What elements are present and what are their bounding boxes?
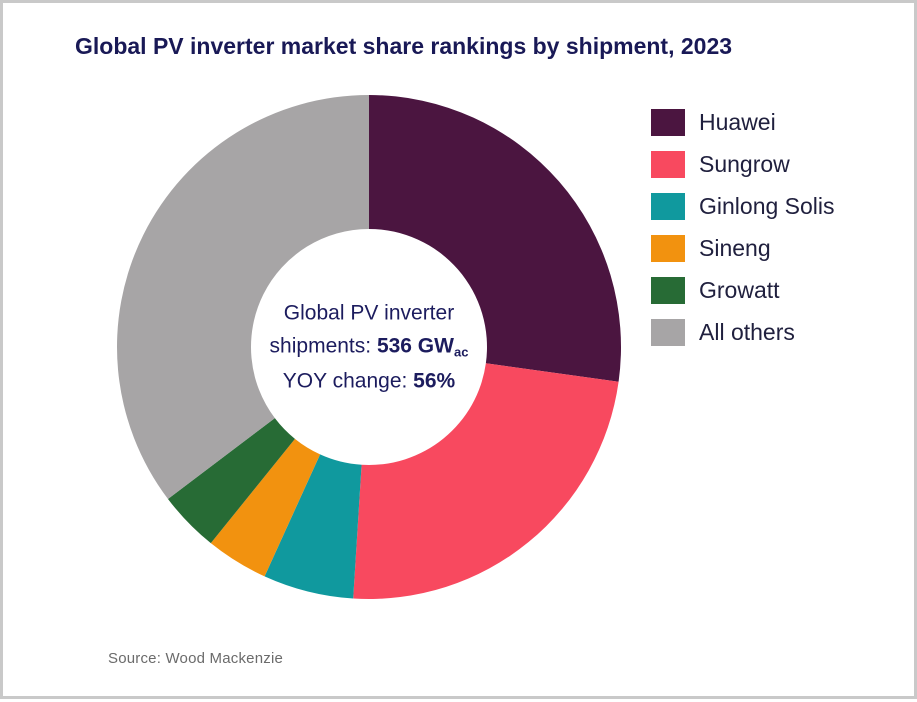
legend-item-sungrow: Sungrow [651,151,835,178]
center-label-line2: shipments: 536 GWac [249,330,489,365]
donut-segment-sungrow [353,363,619,599]
legend-item-huawei: Huawei [651,109,835,136]
donut-segment-all-others [117,95,370,499]
shipments-prefix: shipments: [269,334,377,358]
donut-segment-huawei [369,95,622,382]
legend-item-sineng: Sineng [651,235,835,262]
shipments-unit-subscript: ac [453,344,469,360]
legend-item-all-others: All others [651,319,835,346]
donut-segment-ginlong-solis [264,454,362,599]
center-label-line3: YOY change: 56% [249,365,489,398]
center-label-line1: Global PV inverter [283,301,455,325]
legend-label: Sineng [699,235,771,261]
yoy-value: 56% [413,369,456,393]
yoy-prefix: YOY change: [282,369,414,393]
legend-swatch-all-others [651,319,685,346]
shipments-value: 536 GWac [376,334,469,360]
legend-item-ginlong-solis: Ginlong Solis [651,193,835,220]
donut-segment-growatt [167,418,295,544]
donut-chart [117,95,622,599]
legend: Huawei Sungrow Ginlong Solis Sineng Grow… [651,109,835,361]
legend-swatch-sineng [651,235,685,262]
legend-item-growatt: Growatt [651,277,835,304]
legend-label: Growatt [699,277,780,303]
legend-label: All others [699,319,795,345]
legend-label: Ginlong Solis [699,193,835,219]
legend-swatch-sungrow [651,151,685,178]
donut-center-label: Global PV inverter shipments: 536 GWac Y… [249,297,489,398]
legend-swatch-huawei [651,109,685,136]
legend-label: Sungrow [699,151,790,177]
legend-label: Huawei [699,109,776,135]
donut-segment-sineng [210,438,321,577]
legend-swatch-ginlong-solis [651,193,685,220]
legend-swatch-growatt [651,277,685,304]
chart-title: Global PV inverter market share rankings… [75,33,733,59]
source-note: Source: Wood Mackenzie [108,650,284,667]
